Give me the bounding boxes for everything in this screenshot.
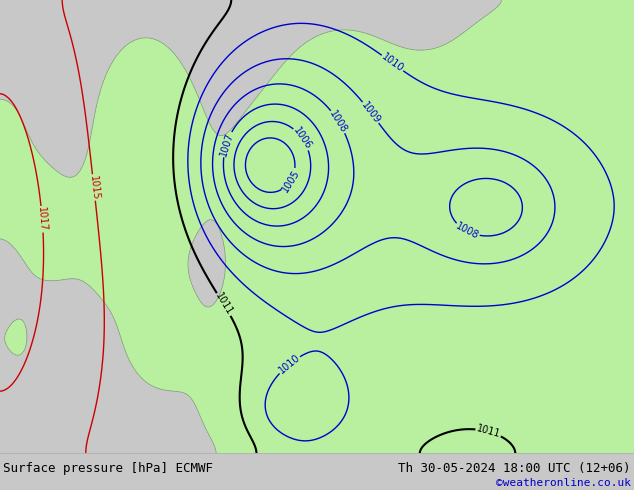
Text: 1008: 1008 [454, 221, 481, 241]
Text: 1015: 1015 [87, 174, 100, 200]
Text: 1008: 1008 [328, 108, 349, 135]
Text: 1011: 1011 [476, 423, 501, 440]
Text: 1009: 1009 [359, 99, 382, 125]
Text: 1007: 1007 [218, 131, 235, 157]
Text: 1010: 1010 [276, 353, 302, 376]
Text: 1006: 1006 [291, 125, 313, 151]
Text: Th 30-05-2024 18:00 UTC (12+06): Th 30-05-2024 18:00 UTC (12+06) [398, 463, 631, 475]
Text: 1010: 1010 [380, 52, 405, 74]
Text: 1011: 1011 [213, 292, 235, 318]
Text: 1005: 1005 [280, 168, 302, 194]
Text: ©weatheronline.co.uk: ©weatheronline.co.uk [496, 478, 631, 488]
Text: Surface pressure [hPa] ECMWF: Surface pressure [hPa] ECMWF [3, 463, 213, 475]
Text: 1017: 1017 [36, 207, 48, 232]
